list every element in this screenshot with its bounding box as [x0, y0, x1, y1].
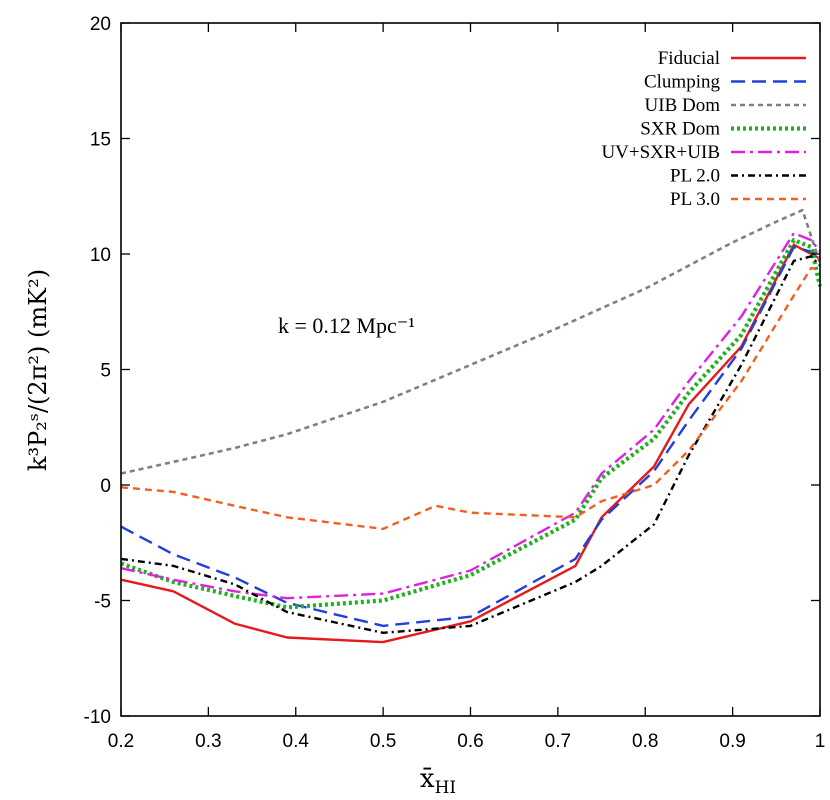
- y-tick-label: 0: [100, 476, 111, 497]
- x-tick-label: 1: [815, 731, 826, 752]
- legend-label: UV+SXR+UIB: [601, 142, 720, 163]
- x-tick-label: 0.5: [370, 731, 396, 752]
- x-tick-label: 0.6: [457, 731, 483, 752]
- legend-label: PL 2.0: [670, 166, 720, 187]
- legend-label: SXR Dom: [640, 119, 720, 140]
- legend-label: Clumping: [644, 72, 721, 93]
- y-tick-label: -5: [94, 592, 111, 613]
- series-line-sxr-dom: [120, 238, 823, 610]
- series-line-uv-sxr-uib: [120, 231, 821, 600]
- x-tick-label: 0.7: [545, 731, 571, 752]
- annotation-k: k = 0.12 Mpc⁻¹: [278, 313, 415, 338]
- legend-label: PL 3.0: [670, 189, 720, 210]
- series-line-pl-2-0: [120, 255, 821, 634]
- x-tick-label: 0.8: [632, 731, 658, 752]
- x-tick-label: 0.4: [283, 731, 310, 752]
- y-tick-label: 10: [90, 245, 111, 266]
- x-axis-label: x̄HI: [420, 764, 456, 798]
- series-line-fiducial: [120, 243, 821, 644]
- series-line-uib-dom: [120, 208, 822, 475]
- x-tick-label: 0.2: [108, 731, 134, 752]
- series-line-pl-3-0: [120, 266, 821, 531]
- y-tick-label: 20: [90, 14, 111, 35]
- tick-layer: 0.2 0.3 0.4 0.5 0.6 0.7 0.8 0.9 1 -10 -5 0 5 10 15 20: [84, 14, 826, 752]
- y-axis-label: k³P₂ˢ/(2π²) (mK²): [24, 269, 52, 471]
- x-axis-label-sub: HI: [435, 778, 457, 798]
- x-axis-label-main: x̄: [420, 764, 435, 794]
- legend-label: UIB Dom: [645, 95, 721, 116]
- y-tick-label: 15: [90, 130, 111, 151]
- x-tick-label: 0.9: [719, 731, 745, 752]
- legend-label: Fiducial: [658, 48, 720, 69]
- series-line-clumping: [120, 245, 821, 628]
- y-tick-label: -10: [84, 707, 111, 728]
- y-tick-label: 5: [100, 361, 111, 382]
- x-tick-label: 0.3: [195, 731, 221, 752]
- series-layer: [120, 208, 823, 644]
